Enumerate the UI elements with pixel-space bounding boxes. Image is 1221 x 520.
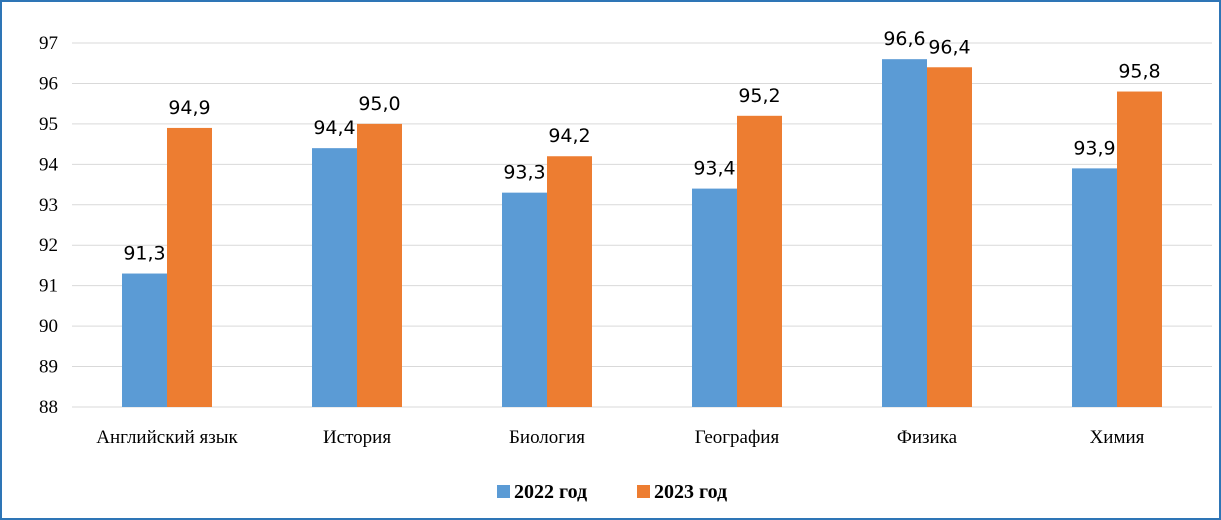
data-label: 94,4 [313,117,355,139]
data-label: 95,2 [738,85,780,107]
legend-swatch [637,485,650,498]
y-tick-label: 94 [39,154,59,175]
data-label: 93,4 [693,158,735,180]
data-label: 95,0 [358,93,400,115]
y-tick-label: 95 [39,114,58,135]
x-tick-label: География [695,427,780,448]
bar-2023 [167,127,212,407]
y-tick-label: 88 [39,397,58,418]
legend-label: 2023 год [654,481,727,503]
bar-2023 [547,156,592,407]
y-tick-label: 92 [39,235,58,256]
data-label: 91,3 [123,243,165,265]
data-label: 95,8 [1118,61,1160,83]
y-tick-label: 96 [39,73,58,94]
bar-2022 [502,192,547,407]
y-tick-label: 91 [39,276,58,297]
x-tick-label: Биология [509,427,585,448]
data-label: 93,3 [503,162,545,184]
bar-2022 [122,273,167,407]
x-tick-label: Физика [897,427,958,448]
data-label: 96,4 [928,36,970,58]
data-label: 96,6 [883,28,925,50]
bar-2022 [882,59,927,408]
y-tick-label: 90 [39,316,58,337]
bar-2023 [927,67,972,408]
legend-swatch [497,485,510,498]
y-tick-label: 89 [39,357,58,378]
bar-2023 [1117,91,1162,408]
x-tick-label: История [323,427,391,448]
y-tick-label: 97 [39,33,58,54]
data-label: 94,9 [168,97,210,119]
bar-2023 [357,123,402,407]
legend-label: 2022 год [514,481,587,503]
bar-2022 [312,148,357,407]
data-label: 93,9 [1073,137,1115,159]
x-tick-label: Химия [1090,427,1145,448]
bar-2022 [1072,168,1117,407]
bar-2023 [737,115,782,408]
data-label: 94,2 [548,125,590,147]
x-tick-label: Английский язык [96,427,238,448]
y-tick-label: 93 [39,195,58,216]
bar-2022 [692,188,737,407]
